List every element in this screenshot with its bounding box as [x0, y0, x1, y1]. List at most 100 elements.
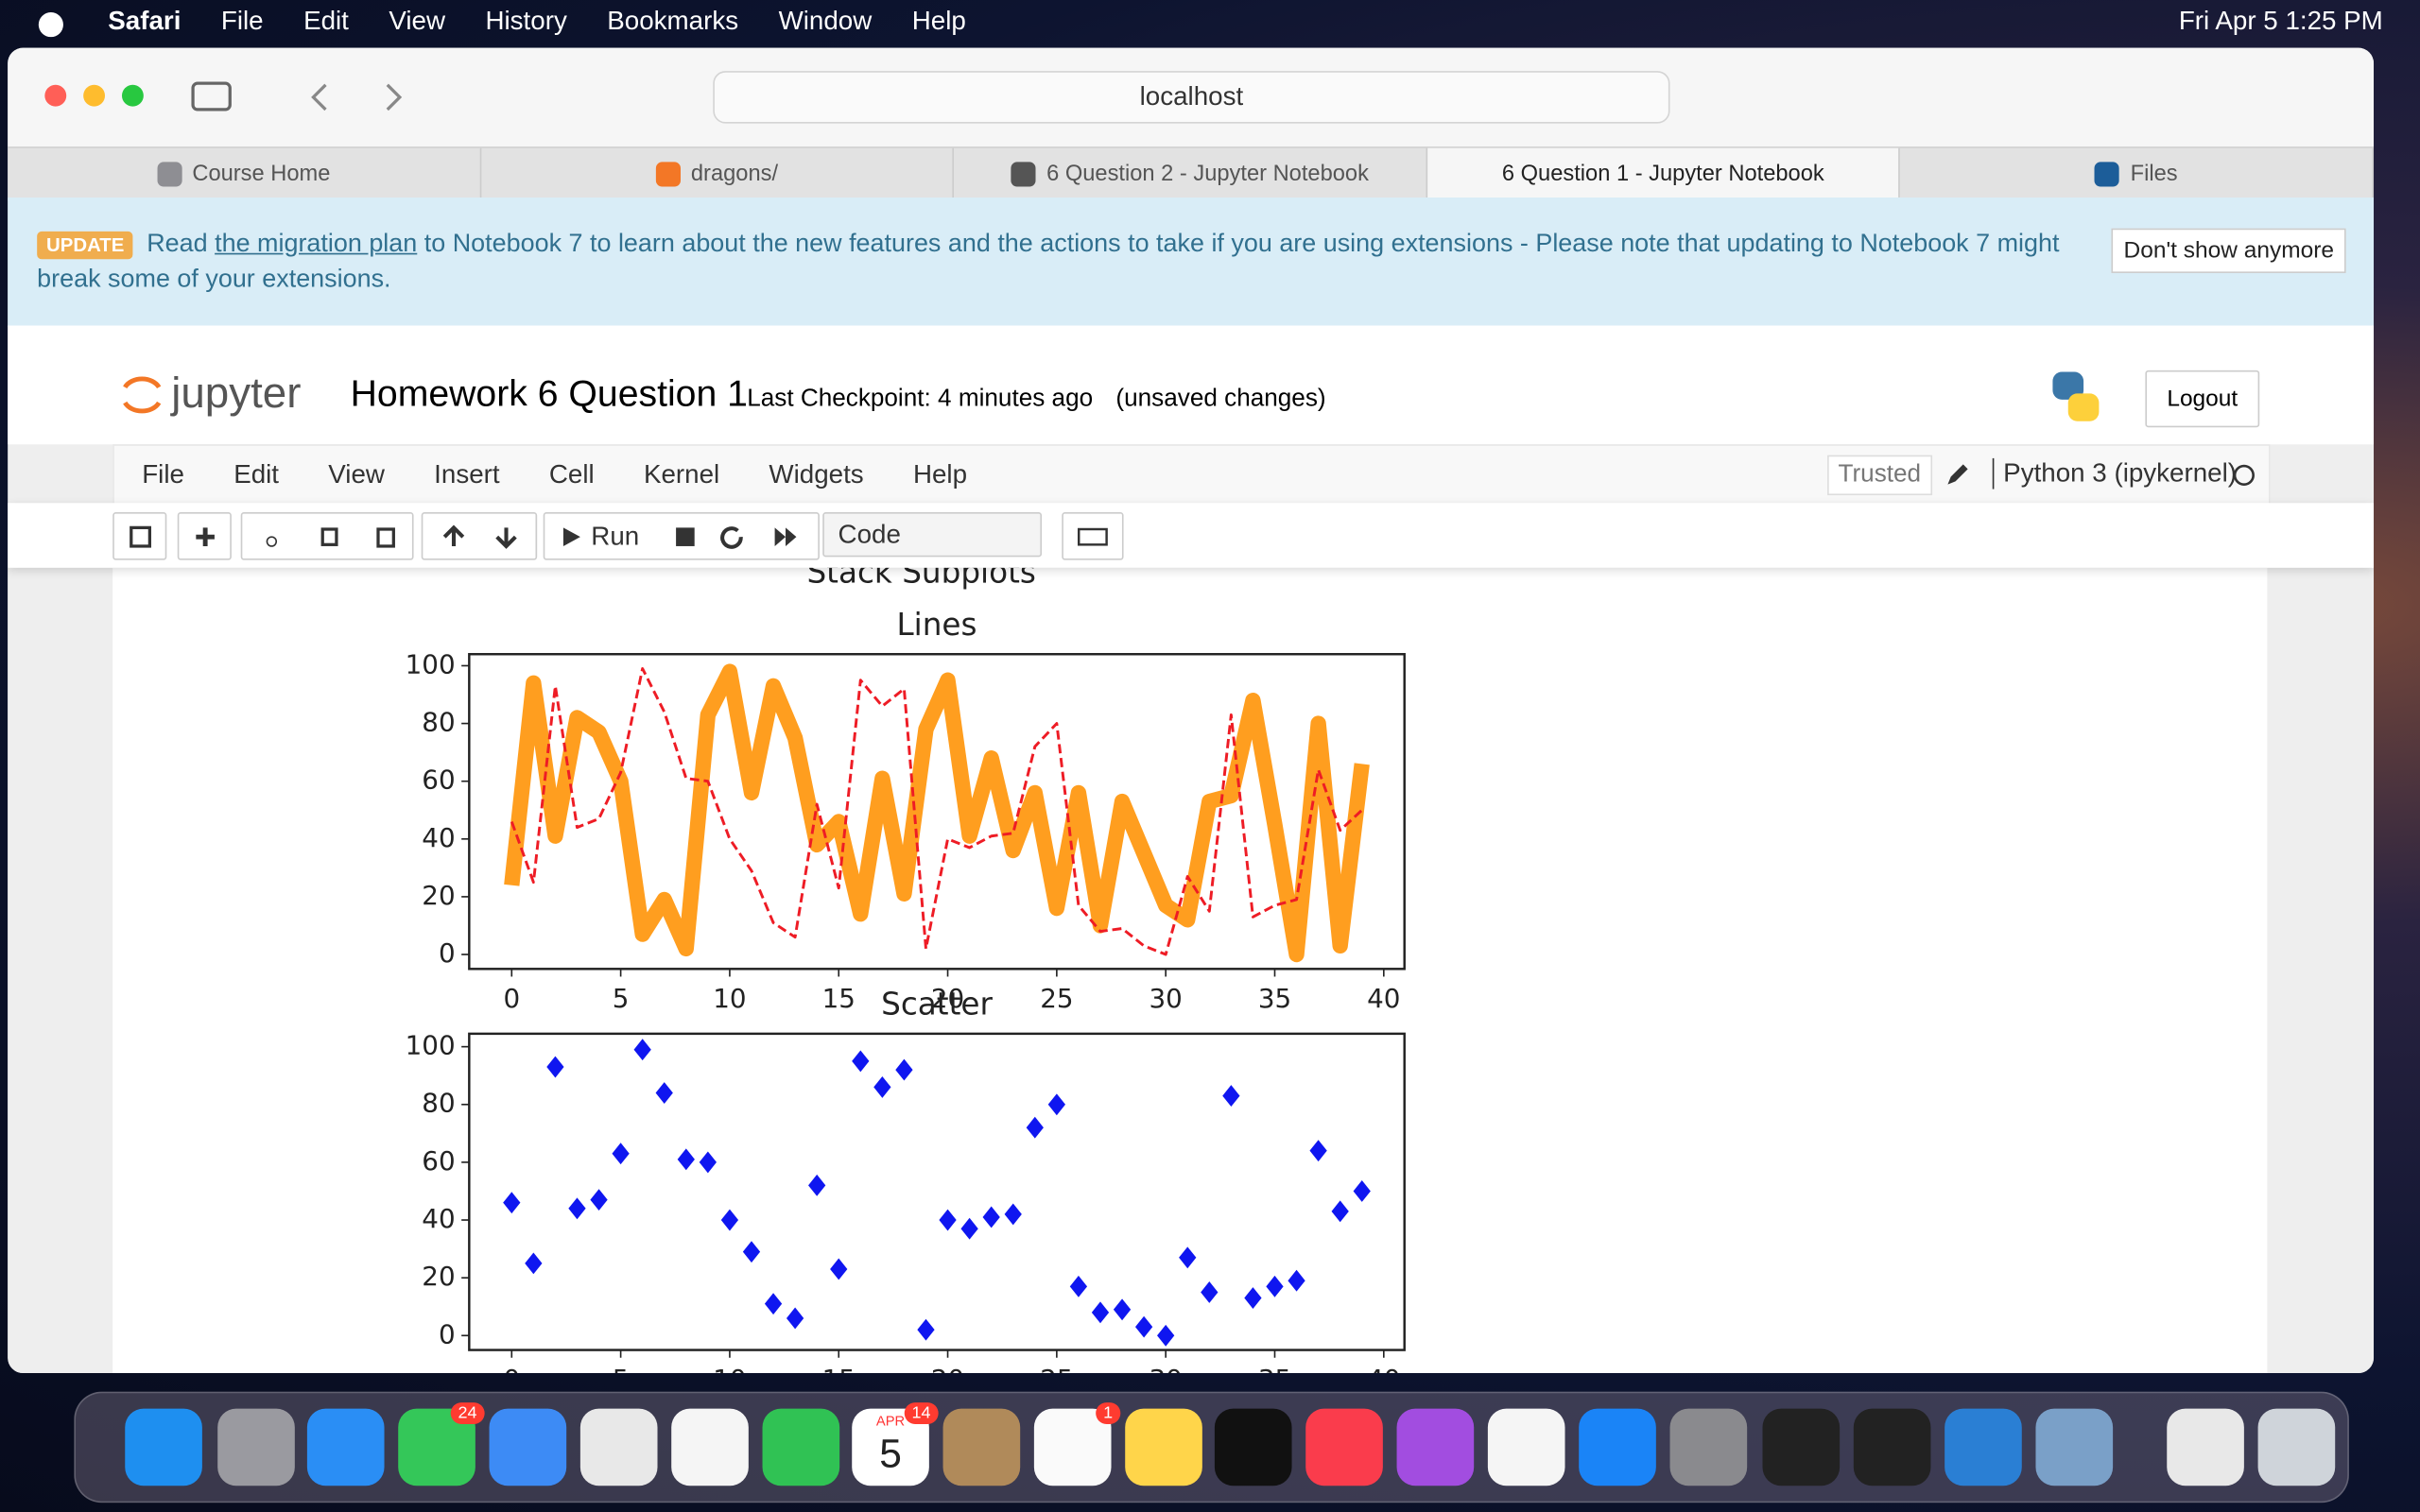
y-tick-label: 0 [439, 937, 456, 969]
dock-icon[interactable] [1945, 1408, 2022, 1486]
y-tick-label: 60 [422, 765, 455, 796]
notebook-title[interactable]: Homework 6 Question 1 [350, 373, 748, 416]
dock-icon[interactable] [489, 1408, 567, 1486]
marker [1288, 1269, 1305, 1292]
menu-item[interactable]: Window [778, 6, 873, 36]
app-name[interactable]: Safari [108, 6, 182, 36]
dock-icon[interactable]: 24 [398, 1402, 485, 1486]
dock-icon[interactable] [125, 1408, 202, 1486]
notebook-menu: File Edit View Insert Cell Kernel Widgets Help … [112, 444, 2271, 507]
menu-item[interactable]: Insert [434, 459, 500, 490]
menu-item[interactable]: Bookmarks [607, 6, 739, 36]
trusted-indicator[interactable]: Trusted [1827, 455, 1932, 496]
marker [1091, 1301, 1110, 1324]
marker [633, 1039, 651, 1061]
dock-icon[interactable] [2035, 1408, 2114, 1486]
tab[interactable]: Course Home [8, 147, 481, 199]
menu-items: File Edit View History Bookmarks Window Help [181, 6, 966, 38]
calendar-month: APR [875, 1413, 906, 1429]
tab-title[interactable]: dragons/ [690, 161, 779, 186]
dock-icon[interactable] [579, 1408, 658, 1486]
dock-icon[interactable] [1853, 1408, 1931, 1486]
jupyter-logo[interactable]: jupyter [171, 369, 302, 417]
dock-icon[interactable] [1487, 1408, 1565, 1486]
dock-icon[interactable] [1396, 1408, 1475, 1486]
marker [568, 1197, 586, 1220]
dock-icon[interactable] [217, 1408, 295, 1486]
dock-icon[interactable] [1669, 1408, 1748, 1486]
subplot-title: Scatter [881, 986, 993, 1022]
menu-item[interactable]: Help [912, 459, 968, 490]
menu-item[interactable]: View [328, 459, 385, 490]
insert-button[interactable] [177, 512, 232, 560]
badge: 24 [450, 1402, 485, 1424]
axes-frame [468, 1032, 1406, 1351]
menu-item[interactable]: Widgets [769, 459, 864, 490]
dock-icon[interactable] [2167, 1408, 2244, 1486]
tab-title[interactable]: 6 Question 1 - Jupyter Notebook [1501, 161, 1824, 186]
dock-icon[interactable] [1214, 1408, 1292, 1486]
run-label[interactable]: Run [591, 521, 640, 551]
x-tick-label: 20 [931, 983, 964, 1014]
apple-logo[interactable] [34, 5, 68, 39]
tab[interactable]: dragons/ [481, 147, 955, 199]
traffic-lights[interactable] [39, 78, 163, 112]
dock-icon[interactable] [1125, 1408, 1202, 1486]
x-tick-label: 30 [1150, 983, 1183, 1014]
menu-item[interactable]: Cell [548, 459, 595, 490]
menu-items: File Edit View Insert Cell Kernel Widgets Help [142, 446, 967, 505]
dock-icon[interactable] [1762, 1408, 1841, 1486]
banner-body: to Notebook 7 to learn about the new fea… [37, 230, 2060, 294]
dock-icon[interactable] [1579, 1408, 1656, 1486]
keyboard-button[interactable] [1062, 512, 1124, 560]
dock-icon[interactable] [306, 1408, 385, 1486]
edit-icon[interactable] [1944, 461, 1971, 489]
marker [525, 1252, 543, 1275]
dock-icon[interactable] [762, 1408, 840, 1486]
marker [546, 1056, 564, 1078]
dock-icon[interactable] [2257, 1408, 2336, 1486]
x-tick-label: 0 [503, 983, 520, 1014]
cell-type-select[interactable]: Code [822, 512, 1043, 558]
clock[interactable]: Fri Apr 5 1:25 PM [2178, 6, 2383, 36]
save-status: (unsaved changes) [1115, 386, 1326, 412]
nav-buttons[interactable] [190, 78, 422, 115]
edit-buttons[interactable] [240, 512, 414, 560]
menu-item[interactable]: Help [911, 6, 966, 36]
y-tick-label: 0 [439, 1318, 456, 1349]
tab-title[interactable]: Course Home [192, 161, 331, 186]
tab-title[interactable]: Files [2130, 161, 2178, 186]
tab-title[interactable]: 6 Question 2 - Jupyter Notebook [1046, 161, 1369, 186]
menu-item[interactable]: View [389, 6, 446, 36]
dock-icon[interactable]: 14 APR 5 [852, 1402, 939, 1486]
menu-item[interactable]: File [142, 459, 184, 490]
save-button[interactable] [112, 512, 167, 560]
cell-type[interactable]: Code [838, 519, 901, 549]
x-tick-label: 30 [1150, 1364, 1183, 1373]
menu-item[interactable]: Edit [233, 459, 280, 490]
tab[interactable]: 6 Question 2 - Jupyter Notebook [954, 147, 1427, 199]
dismiss-button[interactable]: Don't show anymore [2111, 228, 2347, 273]
move-buttons[interactable] [421, 512, 538, 560]
tab[interactable]: 6 Question 1 - Jupyter Notebook [1426, 147, 1901, 199]
menu-item[interactable]: Kernel [643, 459, 720, 490]
y-tick-label: 20 [422, 880, 455, 911]
dock-icon[interactable] [1305, 1408, 1383, 1486]
migration-link[interactable]: the migration plan [215, 230, 418, 258]
dock: 24 14 APR 5 1 [74, 1391, 2349, 1503]
menu-item[interactable]: File [220, 6, 264, 36]
logout-button[interactable]: Logout [2145, 369, 2260, 428]
address-bar[interactable]: localhost [713, 71, 1670, 124]
tab[interactable]: Files [1900, 147, 2374, 199]
run-buttons[interactable]: Run [543, 512, 820, 560]
tab-icon [2095, 161, 2120, 186]
marker [1309, 1140, 1327, 1162]
menu-item[interactable]: History [485, 6, 567, 36]
dock-icon[interactable]: 1 [1033, 1402, 1121, 1486]
dock-icon[interactable] [671, 1408, 749, 1486]
menu-item[interactable]: Edit [303, 6, 349, 36]
tab-bar: Course Home dragons/6 Question 2 - Jupyte… [8, 146, 2375, 201]
tab-icon [655, 161, 681, 186]
dock-icon[interactable] [942, 1408, 1021, 1486]
